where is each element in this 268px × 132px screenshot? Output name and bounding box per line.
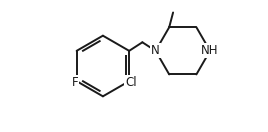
Text: N: N	[151, 44, 160, 57]
Text: NH: NH	[201, 44, 219, 57]
Text: F: F	[72, 76, 79, 89]
Text: Cl: Cl	[125, 76, 136, 89]
